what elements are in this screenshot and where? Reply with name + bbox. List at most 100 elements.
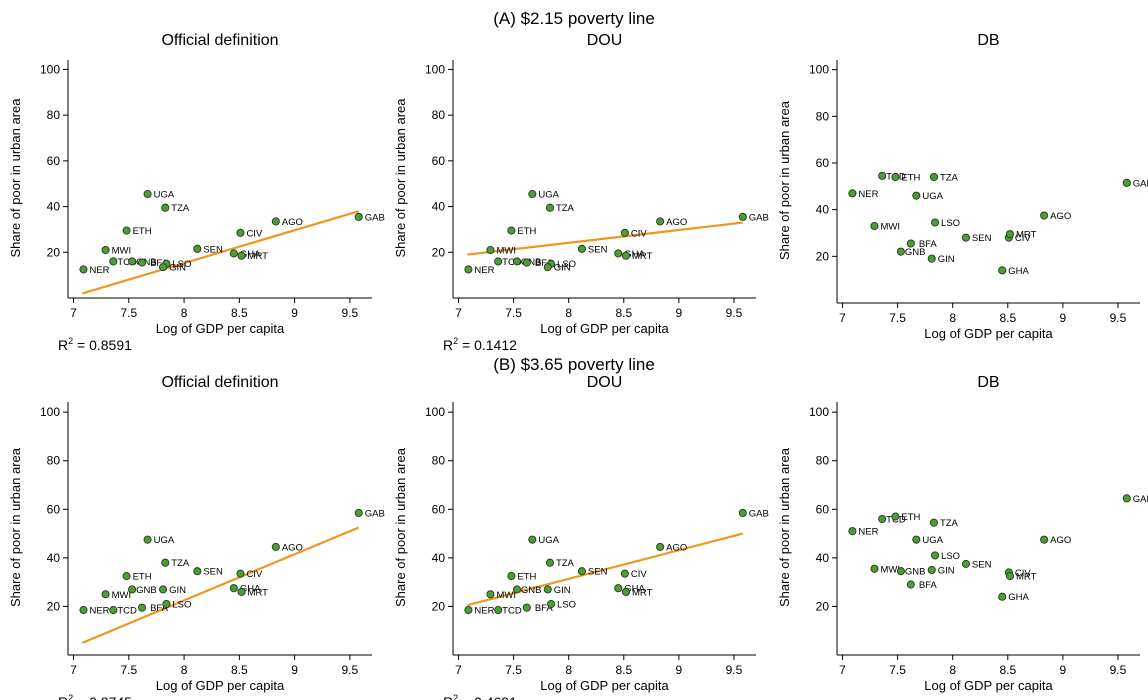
point-label: MRT [632,251,653,262]
y-tick-label: 80 [432,108,446,122]
data-point [931,219,938,226]
point-label: GAB [1133,494,1148,505]
y-tick-label: 40 [816,551,830,565]
point-label: CIV [631,228,648,239]
x-tick-label: 8.5 [615,306,632,320]
data-point [102,591,109,598]
data-point [657,543,664,550]
point-label: TZA [171,558,190,569]
x-tick-label: 9 [1060,663,1067,677]
point-label: AGO [666,217,687,228]
point-label: MWI [112,590,132,601]
data-point [272,218,279,225]
point-label: BFA [919,580,938,591]
data-point [928,566,935,573]
data-point [144,536,151,543]
data-point [144,190,151,197]
point-label: MRT [1016,572,1037,583]
data-point [465,266,472,273]
x-tick-label: 9 [676,663,683,677]
data-point [897,248,904,255]
y-tick-label: 100 [425,405,445,419]
data-point [508,572,515,579]
r-squared-label: R2 = 0.8745 [58,693,132,700]
point-label: NER [858,527,878,538]
data-point [1006,572,1013,579]
x-axis-label: Log of GDP per capita [540,678,669,693]
x-tick-label: 7.5 [120,306,137,320]
point-label: TZA [940,173,959,184]
data-point [913,192,920,199]
point-label: GHA [1008,592,1029,603]
data-point [892,513,899,520]
point-label: GNB [136,585,157,596]
y-axis-label: Share of poor in urban area [777,447,792,607]
point-label: GNB [521,585,542,596]
data-point [138,604,145,611]
y-tick-label: 40 [816,203,830,217]
section-title: (B) $3.65 poverty line [493,355,655,374]
data-point [523,604,530,611]
point-label: UGA [538,190,559,201]
point-label: GIN [169,263,186,274]
y-tick-label: 60 [432,502,446,516]
data-point [879,515,886,522]
y-tick-label: 60 [432,154,446,168]
y-tick-label: 80 [816,454,830,468]
x-tick-label: 9.5 [726,306,743,320]
point-label: GIN [938,254,955,265]
point-label: UGA [538,535,559,546]
point-label: NER [474,265,494,276]
y-tick-label: 20 [816,599,830,613]
data-point [237,229,244,236]
data-point [110,258,117,265]
y-axis-label: Share of poor in urban area [8,447,23,607]
data-point [544,586,551,593]
x-tick-label: 8 [949,311,956,325]
y-tick-label: 80 [47,108,61,122]
x-tick-label: 9 [1060,311,1067,325]
chart-title: DOU [587,32,623,49]
point-label: GAB [365,212,385,223]
data-point [495,258,502,265]
data-point [237,570,244,577]
data-point [547,600,554,607]
x-tick-label: 7.5 [889,663,906,677]
data-point [907,240,914,247]
data-point [931,552,938,559]
data-point [129,586,136,593]
x-tick-label: 8.5 [999,311,1016,325]
data-point [194,568,201,575]
data-point [546,204,553,211]
data-point [913,536,920,543]
point-label: UGA [154,190,175,201]
data-point [622,252,629,259]
y-tick-label: 20 [432,245,446,259]
x-tick-label: 9.5 [342,306,359,320]
y-tick-label: 20 [432,599,446,613]
data-point [123,227,130,234]
data-point [487,246,494,253]
data-point [138,259,145,266]
x-axis-label: Log of GDP per capita [924,326,1053,341]
data-point [999,267,1006,274]
point-label: TZA [171,203,190,214]
x-tick-label: 7 [839,311,846,325]
point-label: ETH [133,226,152,237]
data-point [162,204,169,211]
data-point [1041,212,1048,219]
point-label: GHA [1008,266,1029,277]
y-axis-label: Share of poor in urban area [393,98,408,258]
y-tick-label: 100 [809,63,829,77]
y-tick-label: 60 [816,156,830,170]
data-point [578,568,585,575]
data-point [159,586,166,593]
x-tick-label: 7 [70,663,77,677]
y-tick-label: 20 [816,249,830,263]
point-label: GAB [749,212,769,223]
point-label: LSO [941,551,960,562]
data-point [546,559,553,566]
data-point [123,572,130,579]
y-axis-label: Share of poor in urban area [8,98,23,258]
